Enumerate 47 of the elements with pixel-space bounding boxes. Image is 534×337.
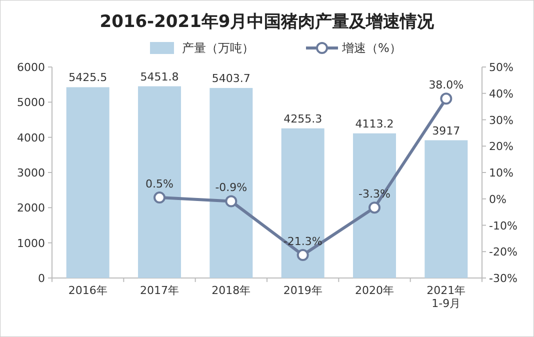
x-tick-label: 2018年 — [212, 284, 251, 297]
bar — [424, 140, 468, 278]
y2-tick-label: 10% — [489, 166, 514, 180]
point — [225, 195, 238, 208]
y-tick-label: 1000 — [17, 236, 45, 250]
bar — [66, 87, 110, 278]
data-label: -21.3% — [283, 235, 322, 248]
legend-label: 增速（%） — [341, 41, 402, 55]
data-label: 0.5% — [146, 178, 174, 191]
data-label: -0.9% — [215, 181, 248, 194]
bar — [210, 88, 253, 278]
point — [154, 192, 166, 204]
bar — [281, 128, 324, 278]
data-label: 4255.3 — [284, 112, 322, 126]
y2-tick-label: -20% — [489, 246, 518, 259]
data-label: 3917 — [432, 124, 460, 138]
chart-title: 2016-2021年9月中国猪肉产量及增速情况 — [100, 12, 436, 32]
point — [368, 202, 380, 214]
y-tick-label: 3000 — [17, 166, 45, 180]
x-tick-label: 2016年 — [68, 284, 108, 297]
point — [296, 249, 309, 262]
y2-tick-label: -30% — [489, 272, 518, 285]
x-tick-label: 2020年 — [355, 284, 394, 297]
y-tick-label: 2000 — [17, 202, 45, 215]
x-tick-label: 2021年 1-9月 — [426, 284, 466, 310]
y2-tick-label: 0% — [489, 192, 506, 206]
data-label: 5451.8 — [140, 70, 179, 84]
legend-label: 产量（万吨） — [182, 41, 254, 55]
y2-tick-label: 20% — [489, 140, 514, 154]
data-label: 5425.5 — [68, 71, 108, 84]
data-label: -3.3% — [358, 188, 390, 201]
x-tick-label: 2019年 — [283, 284, 322, 297]
y2-tick-label: 50% — [489, 61, 514, 74]
y-tick-label: 5000 — [17, 96, 45, 110]
data-label: 38.0% — [428, 78, 464, 92]
y-tick-label: 4000 — [17, 131, 45, 144]
point — [440, 92, 452, 105]
y-tick-label: 0 — [38, 272, 45, 285]
y2-tick-label: 30% — [489, 114, 514, 127]
bar — [138, 86, 181, 278]
data-label: 4113.2 — [355, 117, 394, 130]
y2-tick-label: -10% — [489, 219, 518, 232]
bar — [353, 133, 396, 278]
x-tick-label: 2017年 — [140, 284, 179, 297]
y-tick-label: 6000 — [17, 61, 45, 74]
y2-tick-label: 40% — [489, 87, 514, 100]
data-label: 5403.7 — [212, 72, 250, 85]
